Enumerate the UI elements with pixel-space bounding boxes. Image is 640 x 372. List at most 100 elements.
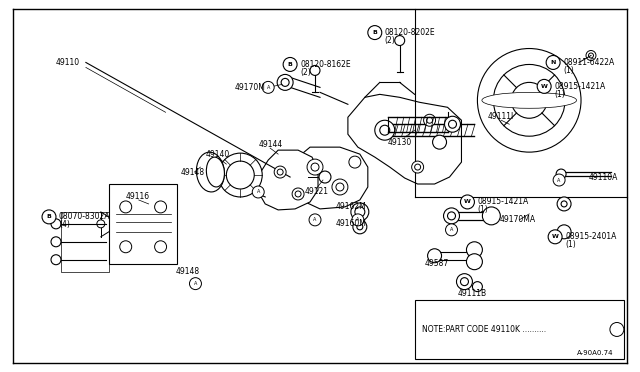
Circle shape [460, 278, 468, 286]
Circle shape [557, 197, 571, 211]
Circle shape [433, 135, 447, 149]
Circle shape [586, 51, 596, 61]
Text: W: W [552, 234, 559, 239]
Circle shape [467, 254, 483, 270]
Ellipse shape [482, 92, 577, 108]
Circle shape [283, 58, 297, 71]
Circle shape [472, 282, 483, 292]
Text: NOTE:PART CODE 49110K ..........: NOTE:PART CODE 49110K .......... [422, 325, 546, 334]
Text: A: A [450, 227, 453, 232]
Circle shape [460, 195, 474, 209]
Text: (2): (2) [385, 36, 396, 45]
Text: 49130: 49130 [388, 138, 412, 147]
Circle shape [546, 55, 560, 70]
Text: 49160M: 49160M [336, 219, 367, 228]
Circle shape [537, 79, 551, 93]
Text: (1): (1) [554, 90, 565, 99]
Text: 08915-1421A: 08915-1421A [554, 82, 605, 91]
Circle shape [155, 241, 166, 253]
Circle shape [310, 65, 320, 76]
Circle shape [428, 249, 442, 263]
Text: B: B [372, 30, 377, 35]
Circle shape [51, 237, 61, 247]
Circle shape [375, 120, 395, 140]
Circle shape [336, 183, 344, 191]
Circle shape [295, 191, 301, 197]
Circle shape [445, 116, 460, 132]
Circle shape [349, 156, 361, 168]
Circle shape [427, 117, 433, 123]
Circle shape [589, 53, 593, 58]
Circle shape [553, 174, 565, 186]
Text: 49170MA: 49170MA [499, 215, 536, 224]
Circle shape [357, 224, 363, 230]
Circle shape [395, 36, 404, 45]
Bar [415, 299, 624, 359]
Circle shape [415, 164, 420, 170]
Circle shape [368, 26, 382, 39]
Circle shape [253, 190, 259, 196]
Text: 08120-8162E: 08120-8162E [300, 60, 351, 69]
Text: 49148: 49148 [180, 167, 205, 177]
Circle shape [511, 82, 547, 118]
Circle shape [307, 159, 323, 175]
Circle shape [548, 230, 562, 244]
Circle shape [445, 224, 458, 236]
Circle shape [557, 225, 571, 239]
Text: 49111l: 49111l [488, 112, 514, 121]
Circle shape [292, 188, 304, 200]
Circle shape [477, 48, 581, 152]
Circle shape [120, 201, 132, 213]
Text: A: A [266, 85, 270, 90]
Circle shape [97, 220, 105, 228]
Text: 49110A: 49110A [589, 173, 618, 182]
Text: 49140: 49140 [205, 150, 230, 158]
Circle shape [610, 323, 624, 336]
Text: 49110: 49110 [56, 58, 80, 67]
Text: 49170M: 49170M [234, 83, 265, 92]
Text: A-90A0.74: A-90A0.74 [577, 350, 614, 356]
Circle shape [444, 208, 460, 224]
Circle shape [311, 163, 319, 171]
Bar [109, 184, 177, 264]
Text: 49148: 49148 [175, 267, 200, 276]
Text: 08070-8302A: 08070-8302A [59, 212, 111, 221]
Circle shape [155, 201, 166, 213]
Ellipse shape [206, 157, 225, 187]
Circle shape [309, 214, 321, 226]
Circle shape [483, 207, 500, 225]
Polygon shape [258, 150, 318, 210]
Circle shape [277, 169, 283, 175]
Text: A: A [557, 177, 561, 183]
Circle shape [218, 153, 262, 197]
Text: A: A [314, 217, 317, 222]
Text: 49121: 49121 [305, 187, 329, 196]
Text: 49111B: 49111B [458, 289, 486, 298]
Circle shape [277, 74, 293, 90]
Text: 49587: 49587 [424, 259, 449, 268]
Text: A: A [194, 281, 197, 286]
Text: (4): (4) [59, 220, 70, 230]
Circle shape [456, 274, 472, 290]
Circle shape [189, 278, 202, 290]
Circle shape [332, 179, 348, 195]
Text: 08120-8202E: 08120-8202E [385, 28, 435, 37]
Circle shape [274, 166, 286, 178]
Text: 08911-6422A: 08911-6422A [563, 58, 614, 67]
Circle shape [449, 120, 456, 128]
Polygon shape [295, 147, 368, 209]
Circle shape [120, 241, 132, 253]
Circle shape [561, 201, 567, 207]
Circle shape [380, 125, 390, 135]
Circle shape [42, 210, 56, 224]
Circle shape [355, 207, 365, 217]
Circle shape [467, 242, 483, 258]
Text: W: W [464, 199, 471, 205]
Text: 49162M: 49162M [336, 202, 367, 211]
Polygon shape [348, 94, 461, 184]
Text: N: N [550, 60, 556, 65]
Circle shape [493, 64, 565, 136]
Text: 49116: 49116 [125, 192, 150, 202]
Circle shape [319, 171, 331, 183]
Text: W: W [541, 84, 548, 89]
